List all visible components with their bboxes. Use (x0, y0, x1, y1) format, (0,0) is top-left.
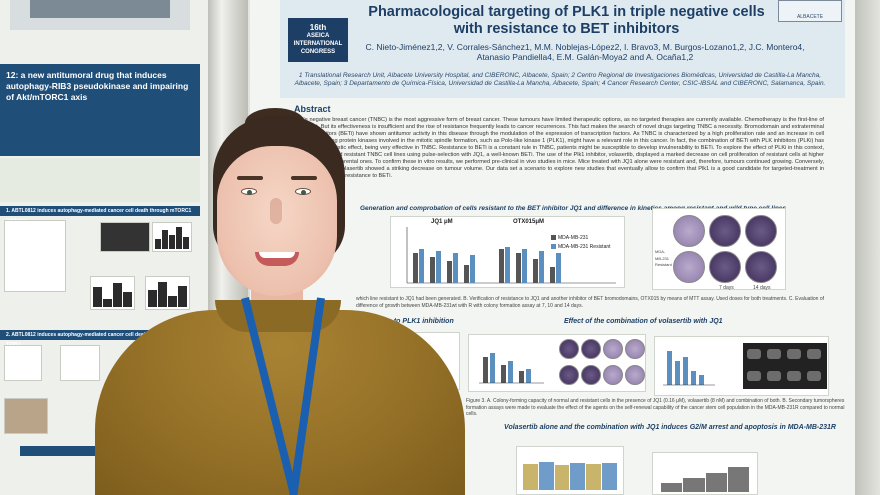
colony-plate (709, 251, 741, 283)
figure-1b-chart: JQ1 μM OTX015μM MDA-MB-231 MDA-MB-231 Re… (390, 216, 625, 288)
bar (550, 267, 555, 283)
left-poster-figure-blots (100, 222, 150, 252)
figure-4a-chart (516, 446, 624, 495)
figure-3a-panel (468, 334, 646, 392)
mustard-sweater (95, 310, 465, 495)
figure-3b-panel (654, 336, 829, 396)
bar (556, 253, 561, 283)
section-2a-heading: sitive to PLK1 inhibition (374, 318, 454, 325)
figure-1-caption: which line resistant to JQ1 had been gen… (356, 296, 825, 309)
colony-plate (625, 365, 645, 385)
bar (470, 255, 475, 283)
left-poster-figure-bars-1 (152, 222, 192, 252)
bar (505, 247, 510, 283)
chart-title-jq1: JQ1 μM (431, 219, 453, 225)
nose (270, 198, 282, 224)
person (95, 108, 465, 495)
legend-label-1: MDA-MB-231 (558, 235, 589, 241)
right-eyebrow (291, 176, 317, 180)
colony-plate (745, 215, 777, 247)
left-poster-figure-d (4, 398, 48, 434)
congress-number: 16th (309, 23, 327, 32)
figure-1b-bars (406, 227, 616, 284)
figure-4b-chart (652, 452, 758, 495)
tumorsphere-images (743, 343, 827, 389)
poster-authors: C. Nieto-Jiménez1,2, V. Corrales-Sánchez… (365, 42, 805, 62)
legend-label-2: MDA-MB-231 Resistant (558, 244, 611, 250)
poster-affiliations: 1 Translational Research Unit, Albacete … (294, 72, 826, 87)
colony-plate (673, 251, 705, 283)
left-eye (241, 188, 257, 195)
bar (464, 265, 469, 283)
main-poster-title-bar (280, 0, 845, 98)
left-poster-figure-bars-2 (90, 276, 135, 310)
bar (419, 249, 424, 283)
left-poster: 12: a new antitumoral drug that induces … (0, 0, 210, 495)
figure-3a-bars (479, 353, 544, 384)
colony-plate (559, 365, 579, 385)
section-2b-heading: Effect of the combination of volasertib … (564, 318, 723, 325)
bar (430, 257, 435, 283)
left-eyebrow (237, 176, 263, 180)
bar (539, 251, 544, 283)
congress-name: ASEICA INTERNATIONAL CONGRESS (293, 33, 343, 55)
colony-plate (581, 339, 601, 359)
left-poster-figure-e (60, 345, 100, 381)
colony-plate (709, 215, 741, 247)
legend-item-2: MDA-MB-231 Resistant (551, 244, 611, 250)
institution-logo: ALBACETE (778, 0, 842, 22)
colony-plate (581, 365, 601, 385)
right-edge-panel (855, 0, 880, 495)
teeth (259, 252, 295, 258)
figure-3b-bars (663, 351, 715, 386)
poster-title: Pharmacological targeting of PLK1 in tri… (368, 4, 765, 37)
bar (447, 261, 452, 283)
left-poster-figure-a (4, 220, 66, 292)
colony-plate (559, 339, 579, 359)
left-poster-section-3 (20, 446, 120, 456)
bar (499, 249, 504, 283)
left-poster-header: 12: a new antitumoral drug that induces … (0, 64, 200, 156)
bar (522, 249, 527, 283)
left-poster-top-photo (30, 0, 170, 18)
plate-days-7: 7 days (719, 285, 734, 291)
plate-row-label: MDA-MB-231 Resistant (655, 249, 672, 267)
right-eye (295, 188, 311, 195)
bar (453, 253, 458, 283)
bar (533, 259, 538, 283)
plate-days-14: 14 days (753, 285, 771, 291)
abstract-heading: Abstract (294, 104, 331, 114)
legend-item-1: MDA-MB-231 (551, 235, 588, 241)
colony-plate (603, 365, 623, 385)
left-poster-figure-c (4, 345, 42, 381)
bar (516, 253, 521, 283)
colony-plate (603, 339, 623, 359)
colony-plate (673, 215, 705, 247)
figure-1c-plates: MDA-MB-231 Resistant 7 days 14 days (652, 208, 786, 291)
chart-title-otx015: OTX015μM (513, 219, 545, 225)
congress-logo: 16th ASEICA INTERNATIONAL CONGRESS (288, 18, 348, 62)
left-poster-title: 12: a new antitumoral drug that induces … (6, 70, 189, 102)
bar (413, 253, 418, 283)
colony-plate (625, 339, 645, 359)
left-poster-figure-bars-3 (145, 276, 190, 310)
section-3-heading: Volasertib alone and the combination wit… (504, 424, 836, 431)
figure-3-caption: Figure 3. A. Colony-forming capacity of … (466, 398, 845, 417)
left-poster-abstract (0, 158, 200, 202)
colony-plate (745, 251, 777, 283)
left-poster-top-strip (10, 0, 190, 30)
section-1-heading: Generation and comprobation of cells res… (360, 205, 787, 212)
bar (436, 251, 441, 283)
